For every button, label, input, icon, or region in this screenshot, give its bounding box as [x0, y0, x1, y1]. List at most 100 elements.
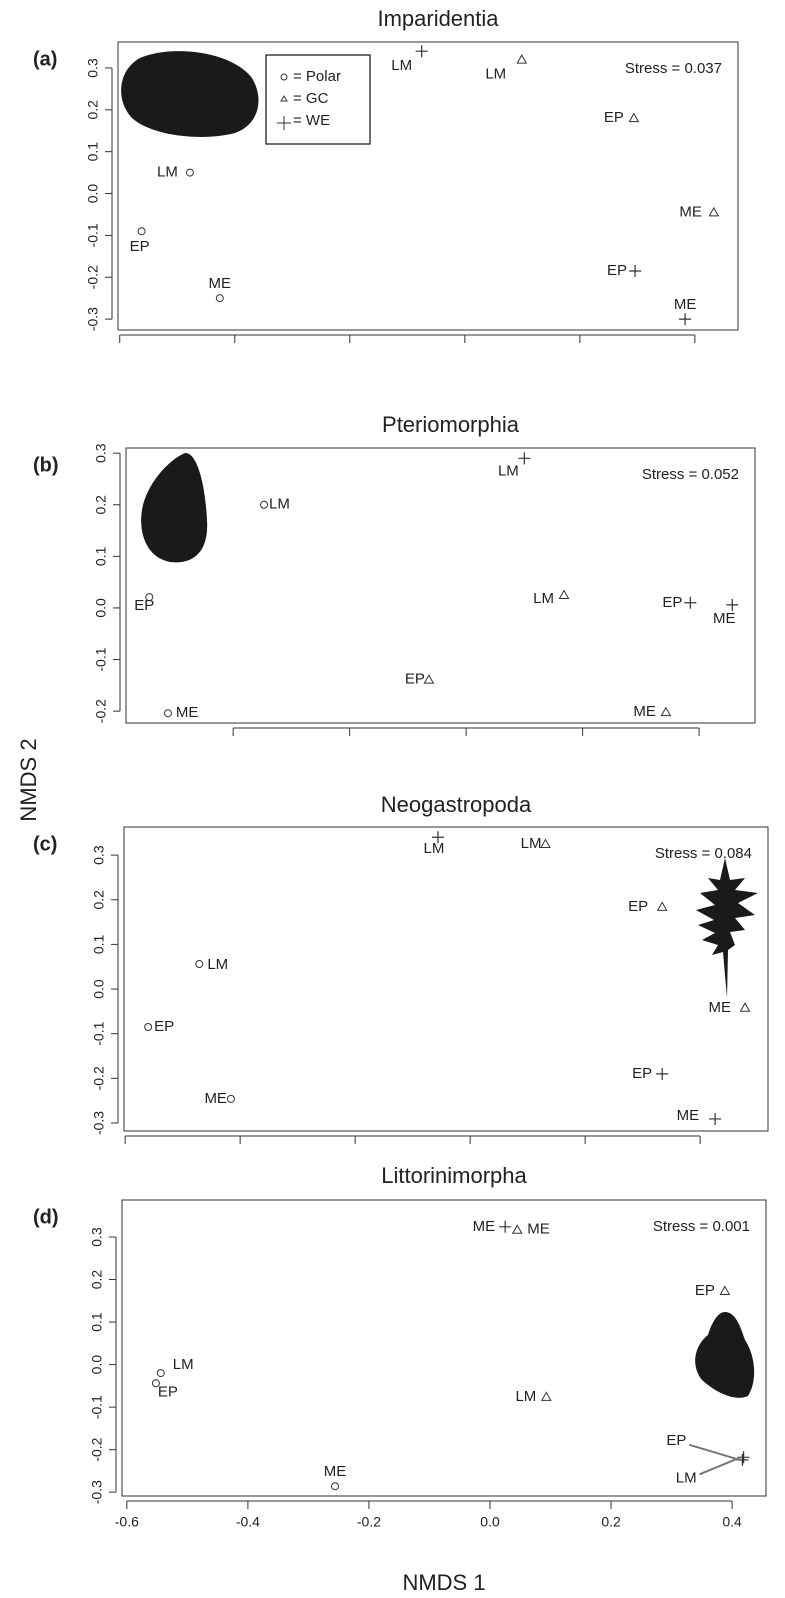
point [499, 1220, 512, 1233]
y-tick-label: -0.1 [85, 223, 101, 247]
point [144, 1022, 153, 1031]
point-label: ME [709, 999, 732, 1016]
y-tick-label: 0.3 [89, 1227, 105, 1247]
y-tick-label: -0.1 [93, 647, 109, 671]
panel-label: (d) [33, 1206, 59, 1228]
point [656, 1067, 669, 1080]
point [684, 596, 697, 609]
x-tick-label: 0.4 [722, 1514, 742, 1530]
point [709, 1112, 722, 1125]
y-tick-label: -0.3 [85, 307, 101, 331]
point-label: ME [204, 1090, 227, 1107]
y-tick-label: 0.2 [91, 890, 107, 910]
point-label: LM [498, 462, 519, 479]
y-tick-label: -0.3 [91, 1111, 107, 1135]
y-tick-label: -0.2 [93, 699, 109, 723]
point-label: LM [533, 590, 554, 607]
y-tick-label: 0.0 [93, 598, 109, 618]
stress-annotation: Stress = 0.037 [625, 60, 722, 77]
stress-annotation: Stress = 0.084 [655, 845, 752, 862]
point [708, 206, 720, 217]
point-label: EP [662, 594, 682, 611]
y-tick-label: 0.0 [91, 979, 107, 999]
point-label: ME [473, 1218, 496, 1235]
plot-frame [125, 447, 756, 724]
point [558, 589, 570, 600]
point-label: EP [666, 1432, 686, 1449]
shell-silhouette [696, 858, 758, 998]
stress-annotation: Stress = 0.001 [653, 1218, 750, 1235]
y-tick-label: -0.1 [89, 1395, 105, 1419]
y-tick-label: 0.1 [91, 934, 107, 954]
legend-label: = WE [293, 112, 330, 129]
point [423, 674, 435, 684]
point-label: ME [679, 203, 702, 220]
point-label: EP [158, 1383, 178, 1400]
point-label: EP [405, 671, 425, 688]
y-tick-label: 0.2 [93, 495, 109, 515]
x-axis-label: NMDS 1 [402, 1570, 485, 1595]
point-label: EP [130, 238, 150, 255]
point [331, 1482, 340, 1491]
point-label: EP [607, 262, 627, 279]
y-tick-label: 0.1 [93, 546, 109, 566]
y-tick-label: 0.1 [85, 142, 101, 162]
panel-label: (c) [33, 833, 57, 855]
point [660, 706, 672, 717]
y-tick-label: -0.2 [85, 265, 101, 289]
point [679, 313, 692, 326]
point [260, 500, 269, 509]
point-label: ME [176, 704, 199, 721]
point-label: ME [677, 1107, 700, 1124]
point-label: LM [515, 1388, 536, 1405]
point [431, 831, 444, 844]
point [516, 54, 528, 64]
legend-marker [277, 116, 291, 130]
y-axis-label: NMDS 2 [16, 738, 41, 821]
point-label: EP [695, 1282, 715, 1299]
panel-title: Littorinimorpha [381, 1163, 527, 1188]
y-tick-label: 0.3 [85, 58, 101, 78]
legend-marker [280, 95, 288, 102]
point [415, 45, 428, 58]
y-tick-label: 0.1 [89, 1312, 105, 1332]
point [629, 264, 642, 277]
point [185, 168, 194, 177]
point [628, 112, 640, 123]
plot-frame [123, 826, 769, 1132]
legend-label: = GC [293, 90, 329, 107]
point [540, 838, 551, 848]
y-tick-label: -0.2 [91, 1066, 107, 1090]
x-tick-label: 0.0 [480, 1514, 500, 1530]
shell-silhouette [141, 452, 208, 563]
panel-title: Neogastropoda [381, 792, 532, 817]
x-tick-label: -0.2 [357, 1514, 381, 1530]
point-label: LM [173, 1356, 194, 1373]
point [739, 1002, 751, 1012]
point [195, 960, 204, 969]
point-label: ME [674, 296, 697, 313]
point [137, 227, 146, 236]
point-label: LM [207, 956, 228, 973]
point-label: EP [628, 898, 648, 915]
y-tick-label: 0.2 [85, 100, 101, 120]
leader-line [689, 1443, 740, 1461]
point-label: ME [324, 1463, 347, 1480]
y-tick-label: 0.3 [91, 845, 107, 865]
y-tick-label: 0.3 [93, 443, 109, 463]
point-label: ME [527, 1221, 550, 1238]
point-label: LM [424, 840, 445, 857]
y-tick-label: 0.0 [85, 184, 101, 204]
point-label: LM [676, 1469, 697, 1486]
shell-silhouette [695, 1312, 755, 1398]
point [151, 1379, 160, 1388]
point-label: LM [521, 835, 542, 852]
point-label: LM [157, 164, 178, 181]
panel-title: Pteriomorphia [382, 412, 520, 437]
legend-label: = Polar [293, 68, 341, 85]
point-label: EP [632, 1065, 652, 1082]
plot-frame [121, 1199, 767, 1497]
point [156, 1369, 165, 1378]
leader-line [699, 1456, 741, 1476]
y-tick-label: 0.0 [89, 1355, 105, 1375]
